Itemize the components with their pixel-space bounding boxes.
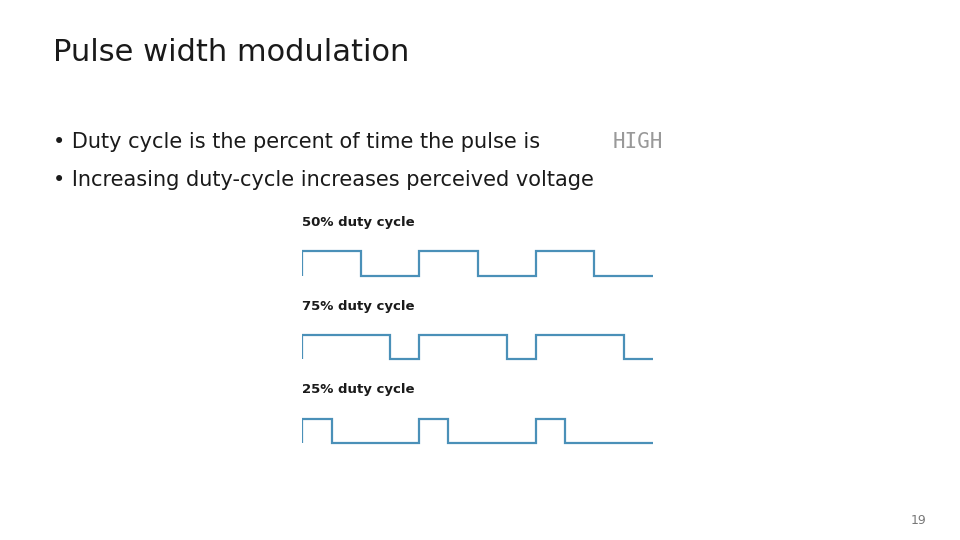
Text: 19: 19 (911, 514, 926, 526)
Text: • Increasing duty-cycle increases perceived voltage: • Increasing duty-cycle increases percei… (53, 170, 593, 190)
Text: 25% duty cycle: 25% duty cycle (302, 383, 415, 396)
Text: HIGH: HIGH (612, 132, 663, 152)
Text: Pulse width modulation: Pulse width modulation (53, 38, 409, 67)
Text: • Duty cycle is the percent of time the pulse is: • Duty cycle is the percent of time the … (53, 132, 546, 152)
Text: 50% duty cycle: 50% duty cycle (302, 216, 415, 229)
Text: 75% duty cycle: 75% duty cycle (302, 300, 415, 313)
